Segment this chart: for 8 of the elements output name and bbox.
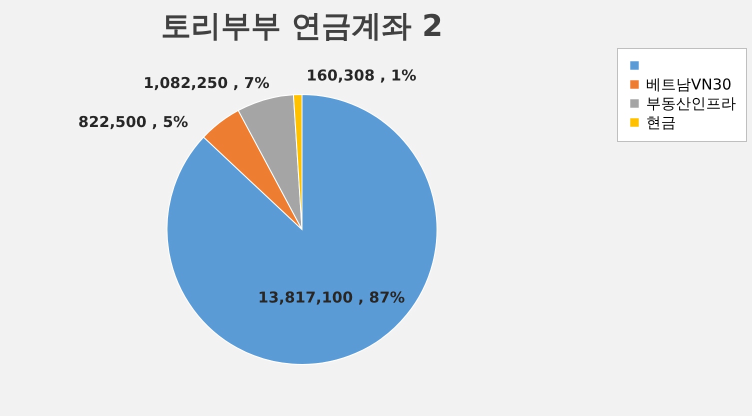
data-label: 822,500 , 5% (78, 113, 188, 132)
data-label: 1,082,250 , 7% (143, 74, 270, 92)
legend-label: 베트남VN30 (646, 76, 732, 94)
legend-label: 부동산인프라 (646, 94, 736, 112)
chart-title: 토리부부 연금계좌 2 (161, 9, 443, 44)
data-label: 13,817,100 , 87% (258, 288, 405, 307)
legend-label: 현금 (646, 114, 676, 132)
data-label: 160,308 , 1% (306, 66, 416, 85)
